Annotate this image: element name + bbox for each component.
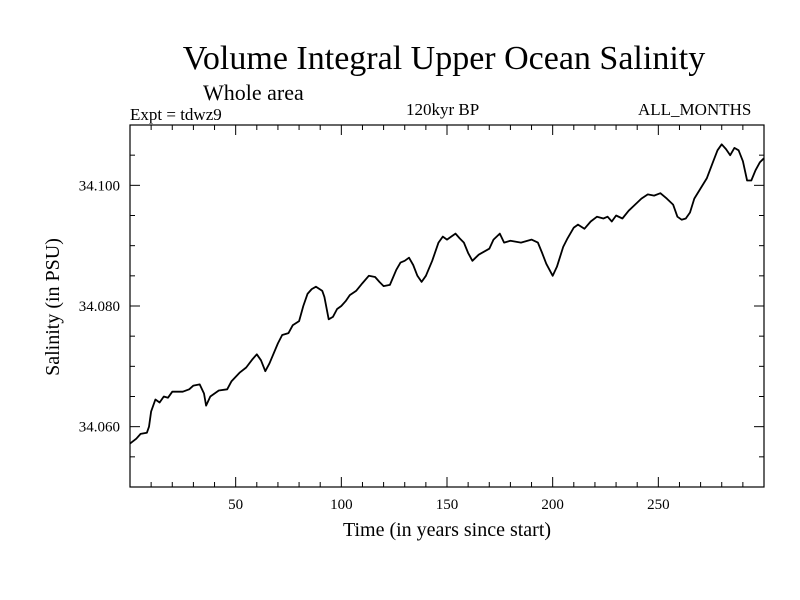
x-tick-label: 200 (541, 497, 564, 513)
chart-title: Volume Integral Upper Ocean Salinity (182, 40, 706, 77)
tick-marks (130, 125, 764, 487)
months-label: ALL_MONTHS (638, 100, 752, 119)
x-tick-label: 100 (330, 497, 353, 513)
y-tick-label: 34.100 (79, 178, 120, 194)
chart-subtitle: Whole area (203, 80, 304, 105)
series-line (129, 143, 765, 445)
x-tick-label: 50 (228, 497, 243, 513)
tick-labels: 50 100 150 200 250 34.060 34.080 34.100 (79, 178, 670, 513)
x-tick-label: 150 (436, 497, 459, 513)
plot-frame (129, 124, 765, 488)
x-tick-label: 250 (647, 497, 670, 513)
y-tick-label: 34.080 (79, 299, 120, 315)
y-tick-label: 34.060 (79, 420, 120, 436)
x-axis-label: Time (in years since start) (343, 519, 551, 541)
experiment-label: Expt = tdwz9 (130, 105, 222, 124)
period-label: 120kyr BP (406, 100, 480, 119)
y-axis-label: Salinity (in PSU) (42, 238, 64, 376)
